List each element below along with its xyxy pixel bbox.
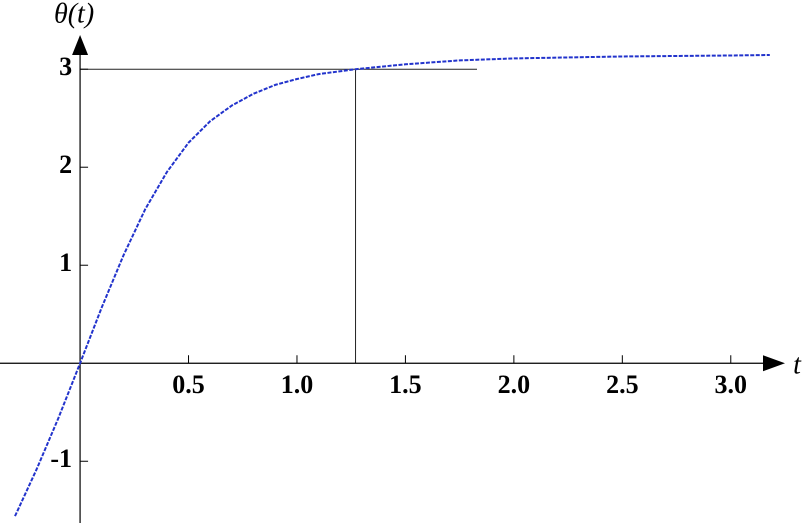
y-tick-label: 1: [59, 248, 72, 277]
x-tick-label: 2.5: [606, 370, 639, 399]
x-tick-label: 2.0: [498, 370, 531, 399]
y-tick-label: -1: [50, 444, 72, 473]
x-tick-label: 1.5: [389, 370, 422, 399]
x-tick-label: 3.0: [715, 370, 748, 399]
data-line: [14, 53, 770, 517]
y-tick-label: 3: [59, 52, 72, 81]
x-tick-label: 1.0: [281, 370, 314, 399]
y-tick-label: 2: [59, 150, 72, 179]
x-axis-arrow: [763, 355, 785, 372]
x-tick-label: 0.5: [172, 370, 205, 399]
y-axis-arrow: [72, 35, 89, 55]
y-axis-label: θ(t): [54, 0, 94, 29]
x-axis-label: t: [793, 350, 802, 381]
